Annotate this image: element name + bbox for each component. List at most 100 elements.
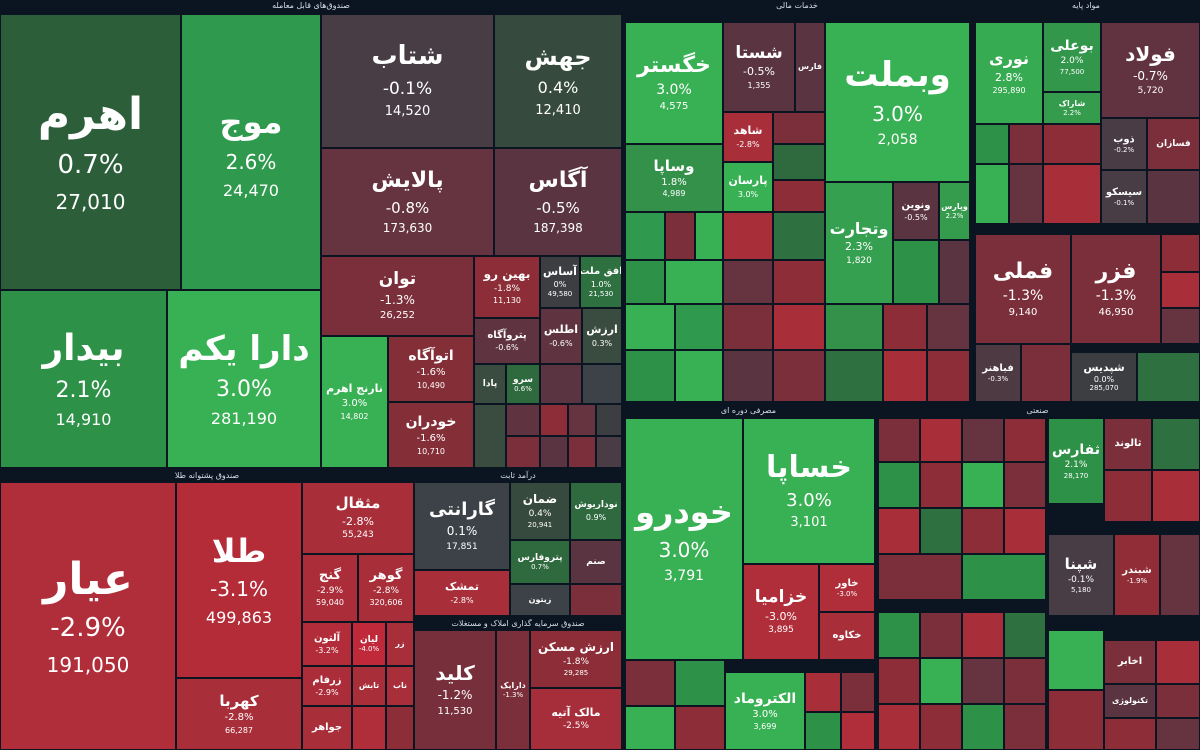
mini-tile[interactable]	[625, 350, 675, 402]
tile-nouri[interactable]: نوری 2.8% 295,890	[975, 22, 1043, 124]
mini-tile[interactable]	[962, 658, 1004, 704]
mini-tile[interactable]	[568, 436, 596, 468]
tile-ahrom[interactable]: اهرم 0.7% 27,010	[0, 14, 181, 290]
mini-tile[interactable]	[773, 112, 825, 144]
tile-khazamia[interactable]: خزامیا -3.0% 3,895	[743, 564, 819, 660]
tile-zar[interactable]: زر	[386, 622, 414, 666]
tile-vtejarat[interactable]: وتجارت 2.3% 1,820	[825, 182, 893, 304]
mini-tile[interactable]	[625, 212, 665, 260]
mini-tile[interactable]	[962, 508, 1004, 554]
mini-tile[interactable]	[596, 404, 622, 436]
tile-vbmellat[interactable]: وبملت 3.0% 2,058	[825, 22, 970, 182]
mini-tile[interactable]	[596, 436, 622, 468]
mini-tile[interactable]	[920, 704, 962, 750]
tile-electromad[interactable]: الکتروماد 3.0% 3,699	[725, 672, 805, 750]
mini-tile[interactable]	[878, 612, 920, 658]
tile-zarfam[interactable]: زرفام -2.9%	[302, 666, 352, 706]
tile-shrak[interactable]: شاراک 2.2%	[1043, 92, 1101, 124]
tile-shepdis[interactable]: شپدیس 0.0% 285,070	[1071, 352, 1137, 402]
mini-tile[interactable]	[625, 660, 675, 706]
tile-thalvand[interactable]: ثالوند	[1104, 418, 1152, 470]
tile-alton[interactable]: آلتون -3.2%	[302, 622, 352, 666]
tile-ofogh-mellat[interactable]: افق ملت 1.0% 21,530	[580, 256, 622, 308]
mini-tile[interactable]	[1147, 170, 1200, 224]
mini-tile[interactable]	[1152, 418, 1200, 470]
tile-fabahonar[interactable]: فباهنر -0.3%	[975, 344, 1021, 402]
mini-tile[interactable]	[920, 612, 962, 658]
mini-tile[interactable]	[975, 124, 1009, 164]
mini-tile[interactable]	[540, 404, 568, 436]
mini-tile[interactable]	[352, 706, 386, 750]
mini-tile[interactable]	[841, 712, 875, 750]
mini-tile[interactable]	[962, 418, 1004, 462]
tile-khgostar[interactable]: خگستر 3.0% 4,575	[625, 22, 723, 144]
mini-tile[interactable]	[825, 350, 883, 402]
mini-tile[interactable]	[878, 704, 920, 750]
mini-tile[interactable]	[1004, 462, 1046, 508]
tile-javaher[interactable]: جواهر	[302, 706, 352, 750]
mini-tile[interactable]	[1104, 718, 1156, 750]
mini-tile[interactable]	[878, 658, 920, 704]
mini-tile[interactable]	[1137, 352, 1200, 402]
mini-tile[interactable]	[582, 364, 622, 404]
tile-nodariush[interactable]: نوداریوش 0.9%	[570, 482, 622, 540]
tile-mesghal[interactable]: مثقال -2.8% 55,243	[302, 482, 414, 554]
tile-garanti[interactable]: گارانتی 0.1% 17,851	[414, 482, 510, 570]
tile-zob[interactable]: ذوب -0.2%	[1101, 118, 1147, 170]
mini-tile[interactable]	[723, 350, 773, 402]
mini-tile[interactable]	[878, 418, 920, 462]
tile-technology[interactable]: تکنولوژی	[1104, 684, 1156, 718]
mini-tile[interactable]	[723, 212, 773, 260]
mini-tile[interactable]	[1004, 418, 1046, 462]
mini-tile[interactable]	[773, 350, 825, 402]
mini-tile[interactable]	[773, 212, 825, 260]
tile-lian[interactable]: لیان -4.0%	[352, 622, 386, 666]
tile-vsapa[interactable]: وساپا 1.8% 4,989	[625, 144, 723, 212]
mini-tile[interactable]	[665, 212, 695, 260]
tile-tavan[interactable]: توان -1.3% 26,252	[321, 256, 474, 336]
mini-tile[interactable]	[962, 612, 1004, 658]
tile-palayesh[interactable]: پالایش -0.8% 173,630	[321, 148, 494, 256]
tile-vnovin[interactable]: ونوین -0.5%	[893, 182, 939, 240]
mini-tile[interactable]	[1048, 630, 1104, 690]
tile-sarv[interactable]: سرو 0.6%	[506, 364, 540, 404]
mini-tile[interactable]	[675, 304, 723, 350]
tile-naranj-ahrom[interactable]: نارنج اهرم 3.0% 14,802	[321, 336, 388, 468]
mini-tile[interactable]	[675, 706, 725, 750]
tile-fars[interactable]: فارس	[795, 22, 825, 112]
tile-bouali[interactable]: بوعلی 2.0% 77,500	[1043, 22, 1101, 92]
mini-tile[interactable]	[540, 436, 568, 468]
tile-shasta[interactable]: شستا -0.5% 1,355	[723, 22, 795, 112]
tile-atlas[interactable]: اطلس -0.6%	[540, 308, 582, 364]
tile-zeitoon[interactable]: زیتون	[510, 584, 570, 616]
mini-tile[interactable]	[1004, 508, 1046, 554]
mini-tile[interactable]	[1043, 164, 1101, 224]
mini-tile[interactable]	[675, 660, 725, 706]
tile-zaman[interactable]: ضمان 0.4% 20,941	[510, 482, 570, 540]
tile-khodran[interactable]: خودران -1.6% 10,710	[388, 402, 474, 468]
tile-ganj[interactable]: گنج -2.9% 59,040	[302, 554, 358, 622]
mini-tile[interactable]	[1043, 124, 1101, 164]
tile-jahesh[interactable]: جهش 0.4% 12,410	[494, 14, 622, 148]
mini-tile[interactable]	[386, 706, 414, 750]
tile-shepna[interactable]: شپنا -0.1% 5,180	[1048, 534, 1114, 616]
mini-tile[interactable]	[920, 418, 962, 462]
mini-tile[interactable]	[825, 304, 883, 350]
mini-tile[interactable]	[723, 260, 773, 304]
tile-petroagah[interactable]: پتروآگاه -0.6%	[474, 318, 540, 364]
mini-tile[interactable]	[893, 240, 939, 304]
mini-tile[interactable]	[625, 260, 665, 304]
mini-tile[interactable]	[841, 672, 875, 712]
tile-tameshk[interactable]: تمشک -2.8%	[414, 570, 510, 616]
mini-tile[interactable]	[962, 462, 1004, 508]
tile-shahed[interactable]: شاهد -2.8%	[723, 112, 773, 162]
tile-khavar[interactable]: خاور -3.0%	[819, 564, 875, 612]
mini-tile[interactable]	[883, 304, 927, 350]
tile-kelid[interactable]: کلید -1.2% 11,530	[414, 630, 496, 750]
tile-sisco[interactable]: سیسکو -0.1%	[1101, 170, 1147, 224]
mini-tile[interactable]	[939, 240, 970, 304]
mini-tile[interactable]	[1160, 534, 1200, 616]
mini-tile[interactable]	[878, 462, 920, 508]
mini-tile[interactable]	[1156, 640, 1200, 684]
mini-tile[interactable]	[962, 704, 1004, 750]
